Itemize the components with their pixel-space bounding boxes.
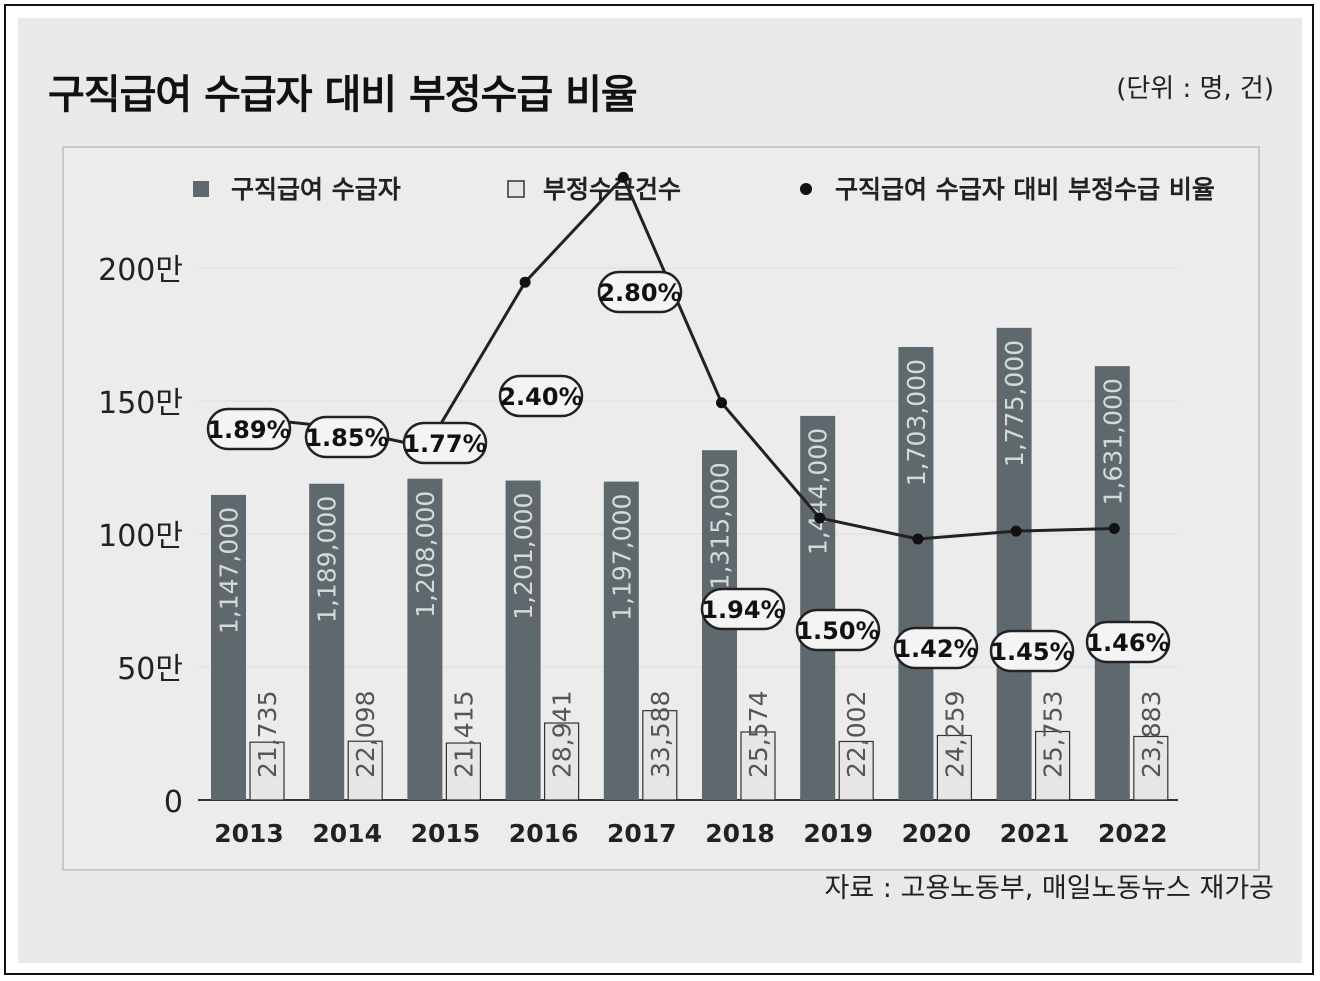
ratio-label: 1.77% <box>403 430 486 458</box>
bar-value-label: 1,631,000 <box>1098 378 1127 505</box>
bar-fraud <box>347 740 383 801</box>
fraud-value-label: 22,002 <box>842 691 871 778</box>
chart-title: 구직급여 수급자 대비 부정수급 비율 <box>48 72 638 118</box>
ratio-label: 1.46% <box>1086 629 1169 657</box>
x-tick-label: 2014 <box>312 819 382 848</box>
y-tick-label: 200만 <box>98 253 183 288</box>
x-tick-label: 2017 <box>607 819 677 848</box>
x-tick-label: 2021 <box>1000 819 1070 848</box>
ratio-label: 1.45% <box>990 638 1073 666</box>
bar-fraud <box>642 710 678 801</box>
ratio-label-box <box>304 415 390 459</box>
bar-value-label: 1,208,000 <box>411 491 440 618</box>
bar-recipients <box>603 481 639 800</box>
fraud-value-label: 25,574 <box>744 691 773 778</box>
fraud-value-label: 23,883 <box>1137 691 1166 778</box>
fraud-value-label: 22,098 <box>351 691 380 778</box>
bar-recipients <box>505 480 541 800</box>
bar-value-label: 1,444,000 <box>804 428 833 555</box>
x-tick-label: 2020 <box>902 819 972 848</box>
x-tick-label: 2016 <box>509 819 579 848</box>
ratio-label-box <box>597 270 683 314</box>
unit-label: (단위 : 명, 건) <box>1116 74 1274 104</box>
ratio-label-box <box>402 421 488 465</box>
bars: 1,147,000 21,735 1,189,000 22,098 1,208,000 2… <box>211 327 1169 801</box>
ratio-label: 1.94% <box>701 596 784 624</box>
fraud-value-label: 21,415 <box>449 691 478 778</box>
fraud-value-label: 25,753 <box>1039 691 1068 778</box>
bar-fraud <box>249 741 285 801</box>
legend: 구직급여 수급자 부정수급건수 구직급여 수급자 대비 부정수급 비율 <box>193 175 1215 204</box>
ratio-point <box>617 171 629 183</box>
ratio-point <box>519 276 531 288</box>
ratio-label-box <box>989 629 1075 673</box>
x-tick-label: 2019 <box>803 819 873 848</box>
x-tick-label: 2022 <box>1098 819 1168 848</box>
ratio-point <box>814 512 826 524</box>
x-tick-label: 2013 <box>214 819 284 848</box>
bar-value-label: 1,703,000 <box>902 359 931 486</box>
x-tick-label: 2018 <box>705 819 775 848</box>
bar-fraud <box>543 722 580 801</box>
x-tick-label: 2015 <box>411 819 481 848</box>
bar-fraud <box>1133 735 1169 801</box>
fraud-value-label: 24,259 <box>940 691 969 778</box>
ratio-label-box <box>206 407 292 451</box>
bar-fraud <box>1034 730 1071 801</box>
ratio-label: 2.80% <box>598 279 681 307</box>
outer-frame <box>4 4 1314 975</box>
ratio-label-box <box>498 374 584 418</box>
bar-value-label: 1,189,000 <box>313 496 342 623</box>
y-tick-label: 0 <box>164 785 183 820</box>
bar-value-label: 1,147,000 <box>215 507 244 634</box>
ratio-label-box <box>1085 620 1171 664</box>
ratio-point <box>716 397 727 409</box>
ratio-point <box>912 533 924 545</box>
bar-value-label: 1,315,000 <box>706 462 735 589</box>
y-tick-label: 50만 <box>117 652 183 687</box>
bar-fraud <box>740 731 776 801</box>
ratio-label-box <box>893 626 979 670</box>
legend-label-ratio: 구직급여 수급자 대비 부정수급 비율 <box>835 175 1215 204</box>
legend-label-recipients: 구직급여 수급자 <box>231 175 401 204</box>
bar-recipients <box>309 483 345 800</box>
legend-swatch-ratio <box>800 183 812 195</box>
ratio-label: 2.40% <box>499 383 582 411</box>
legend-swatch-fraud <box>507 180 525 198</box>
bar-value-label: 1,201,000 <box>509 493 538 620</box>
ratio-label-box <box>795 608 881 652</box>
grid: 0 50만 100만 150만 200만 2013 2014 2015 2016 2017 2018… <box>98 253 1178 848</box>
bar-value-label: 1,197,000 <box>607 494 636 621</box>
fraud-value-label: 21,735 <box>253 691 282 778</box>
bar-recipients <box>407 478 443 800</box>
bar-fraud <box>445 742 481 801</box>
ratio-label: 1.42% <box>894 635 977 663</box>
ratio-label: 1.89% <box>207 416 290 444</box>
ratio-label: 1.85% <box>305 424 388 452</box>
fraud-value-label: 28,941 <box>548 691 577 778</box>
legend-swatch-recipients <box>193 181 209 197</box>
ratio-point <box>1108 522 1120 534</box>
ratio-point <box>1010 525 1022 537</box>
bar-recipients <box>898 347 934 800</box>
fraud-value-label: 33,588 <box>646 691 675 778</box>
ratio-label-box <box>700 587 786 631</box>
ratio-label: 1.50% <box>796 617 879 645</box>
source-note: 자료 : 고용노동부, 매일노동뉴스 재가공 <box>824 873 1274 904</box>
bar-value-label: 1,775,000 <box>1000 340 1029 467</box>
bar-fraud <box>936 734 973 801</box>
bar-recipients <box>1094 366 1130 800</box>
y-tick-label: 100만 <box>98 519 183 554</box>
y-tick-label: 150만 <box>98 386 183 421</box>
bar-fraud <box>838 740 874 801</box>
bar-recipients <box>800 415 836 800</box>
bar-recipients <box>996 327 1032 800</box>
ratio-line: 1.89% 1.85% 1.77% 2.40% 2.80% 1.94% 1.50% 1.42%… <box>206 171 1171 673</box>
bar-recipients <box>211 494 246 800</box>
